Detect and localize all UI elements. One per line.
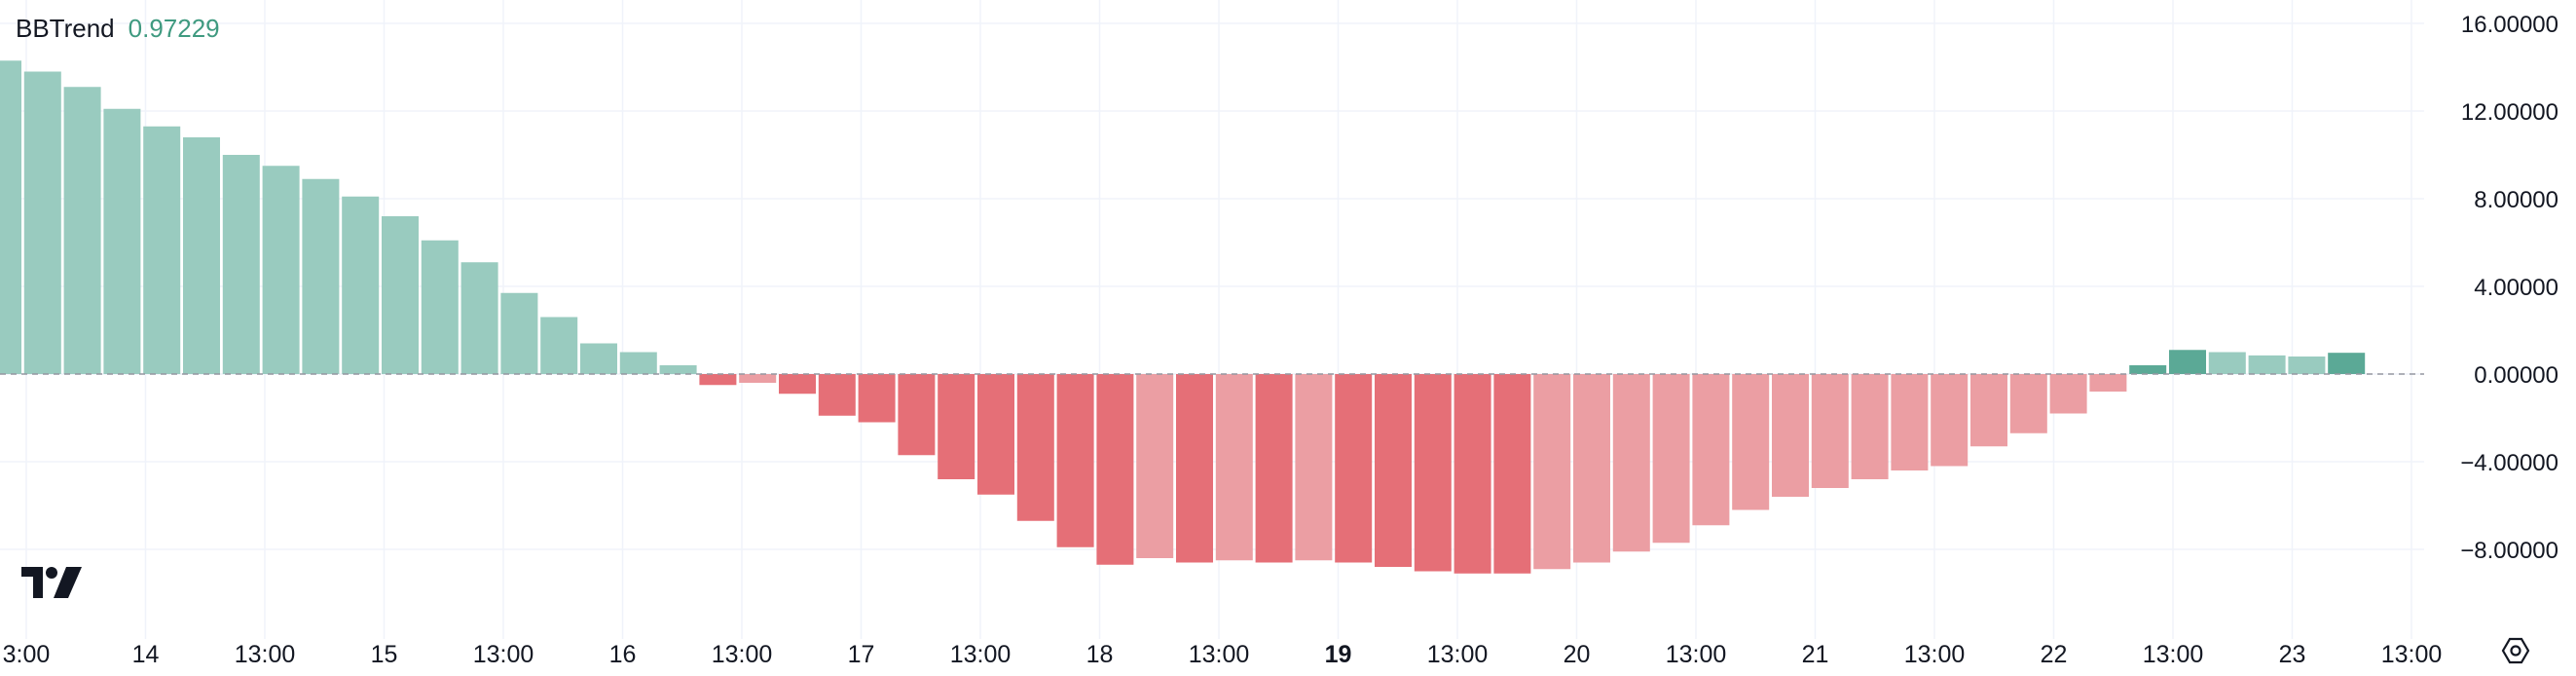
x-tick-label-13: 20 bbox=[1564, 641, 1591, 668]
histogram-bar-34 bbox=[1335, 374, 1373, 563]
histogram-bar-32 bbox=[1255, 374, 1293, 563]
x-tick-label-18: 13:00 bbox=[2143, 641, 2204, 668]
histogram-bar-23 bbox=[898, 374, 936, 456]
histogram-bar-22 bbox=[858, 374, 896, 423]
x-tick-label-19: 23 bbox=[2279, 641, 2306, 668]
histogram-bar-44 bbox=[1732, 374, 1770, 510]
histogram-bar-38 bbox=[1493, 374, 1531, 574]
y-tick-label-6: −8.00000 bbox=[2460, 538, 2558, 564]
histogram-bar-19 bbox=[739, 374, 777, 383]
x-tick-label-12: 13:00 bbox=[1427, 641, 1489, 668]
histogram-bar-45 bbox=[1772, 374, 1809, 497]
x-tick-label-4: 13:00 bbox=[473, 641, 534, 668]
x-tick-label-10: 13:00 bbox=[1189, 641, 1250, 668]
histogram-bar-42 bbox=[1652, 374, 1690, 544]
histogram-bar-36 bbox=[1414, 374, 1452, 572]
x-tick-label-14: 13:00 bbox=[1666, 641, 1727, 668]
histogram-bar-30 bbox=[1176, 374, 1213, 563]
x-tick-label-17: 22 bbox=[2041, 641, 2068, 668]
y-tick-label-3: 4.00000 bbox=[2474, 275, 2558, 301]
histogram-bar-16 bbox=[619, 352, 657, 374]
x-tick-label-7: 17 bbox=[848, 641, 875, 668]
histogram-bar-27 bbox=[1056, 374, 1094, 547]
histogram-bar-2 bbox=[63, 87, 101, 374]
x-tick-label-9: 18 bbox=[1086, 641, 1114, 668]
histogram-bar-53 bbox=[2089, 374, 2127, 392]
histogram-bar-17 bbox=[659, 365, 697, 374]
indicator-name: BBTrend bbox=[16, 14, 115, 43]
x-tick-label-5: 16 bbox=[609, 641, 637, 668]
histogram-bar-0 bbox=[0, 60, 21, 374]
histogram-bar-52 bbox=[2049, 374, 2087, 414]
histogram-bar-50 bbox=[1970, 374, 2007, 447]
price-axis[interactable]: 16.00000 12.00000 8.00000 4.00000 0.00000 −4.… bbox=[2460, 12, 2558, 564]
histogram-bar-10 bbox=[382, 216, 419, 374]
histogram-bar-14 bbox=[540, 317, 578, 374]
histogram-bar-6 bbox=[222, 155, 260, 374]
histogram-bar-12 bbox=[460, 262, 498, 374]
histogram-bar-51 bbox=[2009, 374, 2047, 433]
x-tick-label-20: 13:00 bbox=[2381, 641, 2443, 668]
y-tick-label-2: 8.00000 bbox=[2474, 187, 2558, 213]
chart-settings-icon[interactable] bbox=[2500, 635, 2531, 671]
histogram-bar-20 bbox=[779, 374, 816, 394]
x-tick-label-0: 3:00 bbox=[3, 641, 51, 668]
histogram-bar-11 bbox=[421, 240, 459, 374]
histogram-bar-24 bbox=[938, 374, 975, 479]
time-axis[interactable]: 3:00 14 13:00 15 13:00 16 13:00 17 13:00 18 13:00 1… bbox=[3, 641, 2443, 668]
x-tick-label-1: 14 bbox=[132, 641, 160, 668]
indicator-value: 0.97229 bbox=[128, 14, 220, 43]
histogram-bar-47 bbox=[1851, 374, 1889, 479]
histogram-bar-49 bbox=[1931, 374, 1969, 467]
indicator-legend[interactable]: BBTrend 0.97229 bbox=[16, 14, 220, 44]
histogram-bar-43 bbox=[1692, 374, 1730, 526]
histogram-bar-18 bbox=[699, 374, 737, 386]
x-tick-label-11: 19 bbox=[1325, 641, 1352, 668]
y-tick-label-1: 12.00000 bbox=[2461, 99, 2558, 126]
histogram-bar-33 bbox=[1295, 374, 1333, 561]
y-tick-label-0: 16.00000 bbox=[2461, 12, 2558, 38]
x-tick-label-6: 13:00 bbox=[712, 641, 773, 668]
x-tick-label-8: 13:00 bbox=[950, 641, 1012, 668]
histogram-bar-57 bbox=[2248, 355, 2286, 374]
x-tick-label-3: 15 bbox=[371, 641, 398, 668]
histogram-bar-48 bbox=[1891, 374, 1929, 470]
histogram-bar-55 bbox=[2169, 350, 2206, 374]
histogram-bar-41 bbox=[1612, 374, 1650, 552]
x-tick-label-2: 13:00 bbox=[235, 641, 296, 668]
histogram-bar-40 bbox=[1573, 374, 1610, 563]
histogram-bar-5 bbox=[183, 137, 220, 374]
bars-layer bbox=[0, 60, 2366, 574]
histogram-bar-56 bbox=[2208, 352, 2246, 374]
histogram-bar-28 bbox=[1096, 374, 1134, 565]
histogram-bar-39 bbox=[1533, 374, 1571, 570]
histogram-bar-1 bbox=[23, 71, 61, 374]
histogram-bar-7 bbox=[262, 166, 300, 374]
histogram-bar-54 bbox=[2129, 365, 2167, 374]
histogram-bar-4 bbox=[143, 126, 181, 374]
histogram-bar-13 bbox=[500, 292, 538, 374]
histogram-bar-8 bbox=[302, 178, 340, 374]
histogram-bar-29 bbox=[1136, 374, 1174, 558]
y-tick-label-4: 0.00000 bbox=[2474, 362, 2558, 389]
histogram-bar-59 bbox=[2328, 353, 2366, 374]
y-tick-label-5: −4.00000 bbox=[2460, 450, 2558, 476]
histogram-bar-15 bbox=[580, 343, 617, 374]
x-tick-label-16: 13:00 bbox=[1904, 641, 1966, 668]
histogram-bar-21 bbox=[818, 374, 856, 416]
x-tick-label-15: 21 bbox=[1802, 641, 1829, 668]
histogram-bar-37 bbox=[1454, 374, 1491, 574]
histogram-bar-31 bbox=[1215, 374, 1253, 561]
histogram-bar-25 bbox=[977, 374, 1014, 495]
histogram-bar-58 bbox=[2288, 357, 2326, 374]
histogram-bar-35 bbox=[1375, 374, 1412, 567]
tradingview-logo-icon[interactable] bbox=[21, 567, 82, 603]
histogram-bar-46 bbox=[1811, 374, 1849, 488]
histogram-bar-9 bbox=[342, 196, 380, 374]
histogram-bar-26 bbox=[1016, 374, 1054, 521]
histogram-bar-3 bbox=[103, 108, 141, 374]
